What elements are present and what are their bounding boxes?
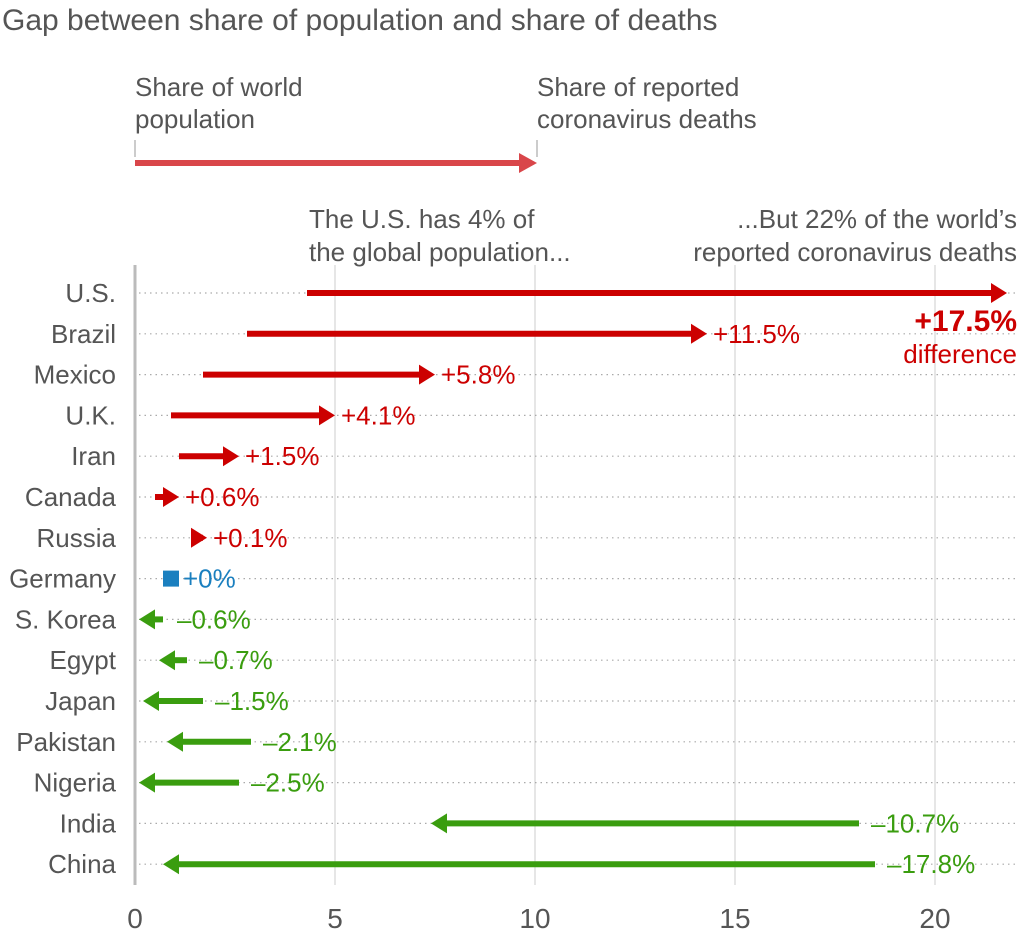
gap-arrow-head — [139, 772, 155, 793]
row-india: India –10.7% — [60, 808, 1015, 838]
country-label: Germany — [9, 564, 116, 594]
gap-arrow-head — [167, 731, 183, 752]
row-russia: Russia +0.1% — [37, 523, 1015, 553]
annotations: The U.S. has 4% of the global population… — [309, 204, 1017, 369]
us-deaths-annotation-1: ...But 22% of the world’s — [737, 204, 1017, 234]
difference-label: –1.5% — [215, 686, 289, 716]
row-u-k: U.K. +4.1% — [65, 400, 1015, 430]
row-japan: Japan –1.5% — [45, 686, 1015, 716]
difference-label: –17.8% — [887, 849, 975, 879]
country-label: China — [48, 849, 116, 879]
country-label: U.S. — [65, 278, 116, 308]
gap-arrow-head — [691, 323, 707, 344]
gap-arrow-head — [163, 487, 179, 507]
difference-label: +4.1% — [341, 400, 415, 430]
row-germany: Germany +0% — [9, 564, 1015, 594]
country-label: Egypt — [50, 645, 117, 675]
x-tick-label: 20 — [919, 903, 950, 933]
difference-label: –2.5% — [251, 768, 325, 798]
difference-label: +0% — [183, 564, 236, 594]
us-difference-word: difference — [903, 339, 1017, 369]
country-label: India — [60, 808, 117, 838]
row-u-s: U.S. — [65, 278, 1015, 308]
country-label: Mexico — [34, 360, 116, 390]
x-tick-label: 15 — [719, 903, 750, 933]
difference-label: –10.7% — [871, 808, 959, 838]
country-label: Brazil — [51, 319, 116, 349]
us-pop-annotation-1: The U.S. has 4% of — [309, 204, 535, 234]
gap-arrow-head — [419, 364, 435, 385]
country-label: Russia — [37, 523, 117, 553]
difference-label: +0.1% — [213, 523, 287, 553]
us-pop-annotation-2: the global population... — [309, 237, 571, 267]
row-china: China –17.8% — [48, 849, 1015, 879]
row-iran: Iran +1.5% — [71, 441, 1015, 471]
key-start-label-2: population — [135, 104, 255, 134]
row-canada: Canada +0.6% — [25, 482, 1015, 512]
difference-label: +0.6% — [185, 482, 259, 512]
key-arrow-head — [519, 153, 537, 173]
gap-arrow-head — [159, 650, 175, 671]
country-label: Nigeria — [34, 768, 117, 798]
row-egypt: Egypt –0.7% — [50, 645, 1015, 675]
rows: U.S. Brazil +11.5% Mexico +5.8% U.K. +4.1% Iran… — [9, 278, 1015, 879]
row-pakistan: Pakistan –2.1% — [16, 727, 1015, 757]
gap-arrow-head — [991, 283, 1007, 303]
row-brazil: Brazil +11.5% — [51, 319, 1015, 349]
us-deaths-annotation-2: reported coronavirus deaths — [693, 237, 1017, 267]
key-end-label-2: coronavirus deaths — [537, 104, 757, 134]
gap-arrow-head — [319, 405, 335, 426]
gap-arrow-head — [431, 813, 447, 834]
key-end-label-1: Share of reported — [537, 72, 739, 102]
row-nigeria: Nigeria –2.5% — [34, 768, 1015, 798]
gap-arrow-head — [223, 446, 239, 467]
x-tick-label: 5 — [327, 903, 343, 933]
country-label: U.K. — [65, 400, 116, 430]
country-label: Canada — [25, 482, 117, 512]
x-tick-label: 10 — [519, 903, 550, 933]
x-axis: 0 5 10 15 20 — [127, 265, 951, 933]
key: Share of world population Share of repor… — [134, 72, 757, 173]
x-tick-label: 0 — [127, 903, 143, 933]
difference-label: –2.1% — [263, 727, 337, 757]
neutral-marker — [163, 570, 179, 587]
gap-arrow-head — [139, 609, 155, 630]
us-difference-value: +17.5% — [914, 305, 1017, 338]
country-label: Japan — [45, 686, 116, 716]
gap-arrow-head — [143, 691, 159, 711]
row-mexico: Mexico +5.8% — [34, 360, 1015, 390]
difference-label: +5.8% — [441, 360, 515, 390]
chart-title: Gap between share of population and shar… — [2, 4, 718, 37]
difference-label: +1.5% — [245, 441, 319, 471]
gap-arrow-head — [191, 527, 207, 548]
difference-label: –0.6% — [177, 604, 251, 634]
row-s-korea: S. Korea –0.6% — [15, 604, 1015, 634]
country-label: S. Korea — [15, 604, 117, 634]
country-label: Pakistan — [16, 727, 116, 757]
key-start-label-1: Share of world — [135, 72, 303, 102]
country-label: Iran — [71, 441, 116, 471]
difference-label: –0.7% — [199, 645, 273, 675]
gridlines — [334, 265, 936, 885]
gap-arrow-head — [163, 854, 179, 875]
difference-label: +11.5% — [713, 319, 800, 349]
